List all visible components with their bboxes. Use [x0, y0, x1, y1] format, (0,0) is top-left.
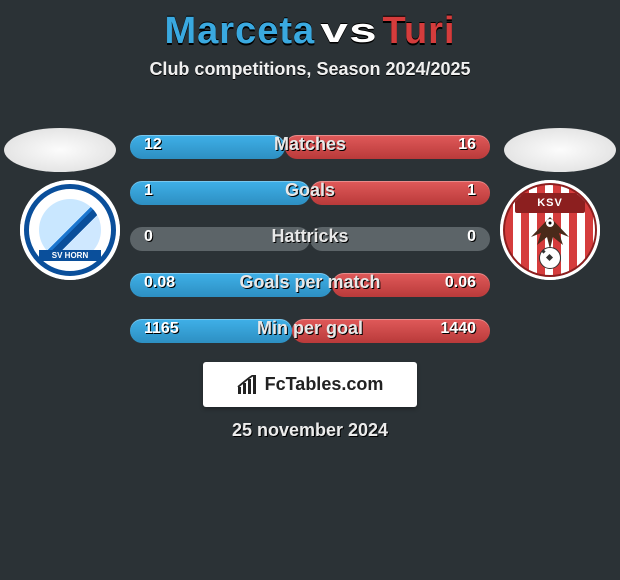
stat-bar-right: [310, 181, 490, 205]
player2-photo-placeholder: [504, 128, 616, 172]
stat-bar-right: [292, 319, 490, 343]
subtitle: Club competitions, Season 2024/2025: [0, 59, 620, 80]
stat-row: Min per goal11651440: [130, 312, 490, 350]
comparison-card: Marceta vs Turi Club competitions, Seaso…: [0, 10, 620, 580]
stat-bar-left: [130, 181, 310, 205]
club-badge-left-ring: SV HORN: [24, 184, 116, 276]
stat-row: Goals per match0.080.06: [130, 266, 490, 304]
stat-bar-left: [130, 273, 332, 297]
club-badge-right-text: KSV: [515, 193, 585, 213]
date-label: 25 november 2024: [0, 420, 620, 441]
soccer-ball-icon: [539, 247, 561, 269]
stat-row: Matches1216: [130, 128, 490, 166]
stat-bar-left: [130, 135, 285, 159]
page-title: Marceta vs Turi: [0, 10, 620, 53]
stats-column: Matches1216 Goals11 Hattricks00 Goals per m…: [130, 128, 490, 358]
club-badge-right-inner: KSV: [503, 183, 597, 277]
club-badge-left-core: SV HORN: [39, 199, 101, 261]
club-badge-right: KSV: [500, 180, 600, 280]
stat-row: Hattricks00: [130, 220, 490, 258]
stat-row: Goals11: [130, 174, 490, 212]
brand-chart-icon: [237, 375, 259, 395]
club-badge-left: SV HORN: [20, 180, 120, 280]
brand-text: FcTables.com: [265, 374, 384, 395]
player1-photo-placeholder: [4, 128, 116, 172]
brand-box: FcTables.com: [203, 362, 417, 407]
club-badge-left-text: SV HORN: [39, 250, 101, 261]
player1-name: Marceta: [165, 10, 316, 52]
stat-bar-left: [130, 227, 310, 251]
stat-bar-right: [310, 227, 490, 251]
stat-bar-right: [332, 273, 490, 297]
player2-name: Turi: [383, 10, 456, 52]
stat-bar-right: [285, 135, 490, 159]
stat-bar-left: [130, 319, 292, 343]
vs-label: vs: [320, 12, 378, 51]
